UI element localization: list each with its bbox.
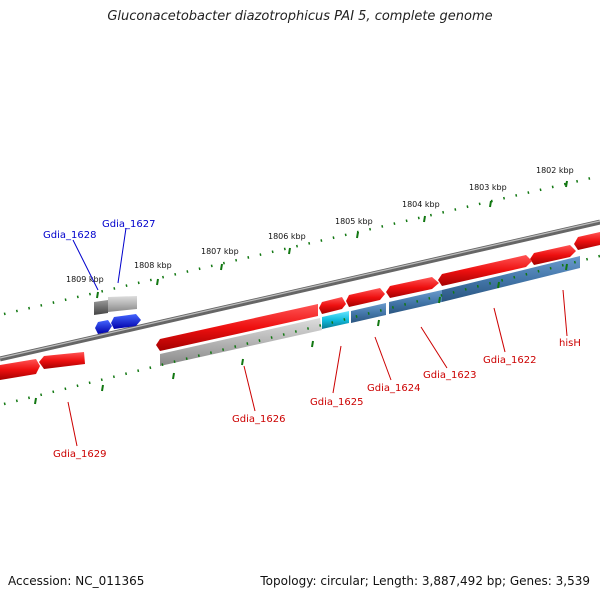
gene-label-gdia1627[interactable]: Gdia_1627 bbox=[102, 219, 155, 230]
figure-title: Gluconacetobacter diazotrophicus PAI 5, … bbox=[107, 9, 493, 24]
genome-backbone bbox=[0, 219, 600, 362]
outer-major-ticks bbox=[96, 180, 568, 299]
label-leaders bbox=[67, 227, 568, 447]
accession-label: Accession: NC_011365 bbox=[8, 574, 145, 588]
gene-label-hisH[interactable]: hisH bbox=[559, 338, 581, 349]
gene-bar-grey-small[interactable] bbox=[108, 296, 137, 312]
scale-label-1808: 1808 kbp bbox=[134, 261, 172, 270]
gene-bar-cyan[interactable] bbox=[322, 311, 349, 329]
gene-label-gdia1626[interactable]: Gdia_1626 bbox=[232, 414, 285, 425]
gene-label-gdia1625[interactable]: Gdia_1625 bbox=[310, 397, 363, 408]
topology-label: Topology: circular; Length: 3,887,492 bp… bbox=[260, 574, 590, 588]
gene-arrow-gdia1628[interactable] bbox=[95, 320, 112, 334]
gene-label-gdia1628[interactable]: Gdia_1628 bbox=[43, 230, 96, 241]
gene-arrow-gdia1622[interactable] bbox=[530, 245, 576, 265]
gene-arrow-gdia1626[interactable] bbox=[156, 304, 318, 351]
scale-label-1806: 1806 kbp bbox=[268, 232, 306, 241]
scale-label-1807: 1807 kbp bbox=[201, 247, 239, 256]
forward-strand-genes bbox=[0, 232, 600, 380]
scale-label-1809: 1809 kbp bbox=[66, 275, 104, 284]
gene-arrow-gdia1624[interactable] bbox=[386, 277, 439, 298]
reverse-strand-genes bbox=[94, 256, 580, 366]
gene-bar-rev-2[interactable] bbox=[389, 290, 442, 314]
scale-label-1804: 1804 kbp bbox=[402, 200, 440, 209]
gene-arrow-left-partial[interactable] bbox=[0, 359, 40, 380]
gene-arrow-hisH[interactable] bbox=[574, 232, 600, 250]
gene-arrow-gdia1625[interactable] bbox=[346, 288, 385, 307]
inner-major-ticks bbox=[34, 263, 568, 405]
gene-label-gdia1623[interactable]: Gdia_1623 bbox=[423, 370, 476, 381]
gene-bar-rev-1[interactable] bbox=[442, 256, 580, 302]
gene-arrow-gdia1623[interactable] bbox=[438, 255, 532, 286]
gene-bar-dark-small[interactable] bbox=[94, 300, 108, 315]
outer-tick-track bbox=[3, 174, 600, 316]
gene-bar-grey-long[interactable] bbox=[160, 318, 322, 366]
gene-arrow-gdia1629[interactable] bbox=[39, 352, 85, 369]
gene-label-gdia1629[interactable]: Gdia_1629 bbox=[53, 449, 106, 460]
gene-arrow-fwd-small[interactable] bbox=[319, 297, 346, 314]
gene-label-gdia1622[interactable]: Gdia_1622 bbox=[483, 355, 536, 366]
scale-label-1805: 1805 kbp bbox=[335, 217, 373, 226]
gene-label-gdia1624[interactable]: Gdia_1624 bbox=[367, 383, 420, 394]
gene-arrow-gdia1627[interactable] bbox=[111, 314, 141, 329]
scale-label-1802: 1802 kbp bbox=[536, 166, 574, 175]
scale-label-1803: 1803 kbp bbox=[469, 183, 507, 192]
